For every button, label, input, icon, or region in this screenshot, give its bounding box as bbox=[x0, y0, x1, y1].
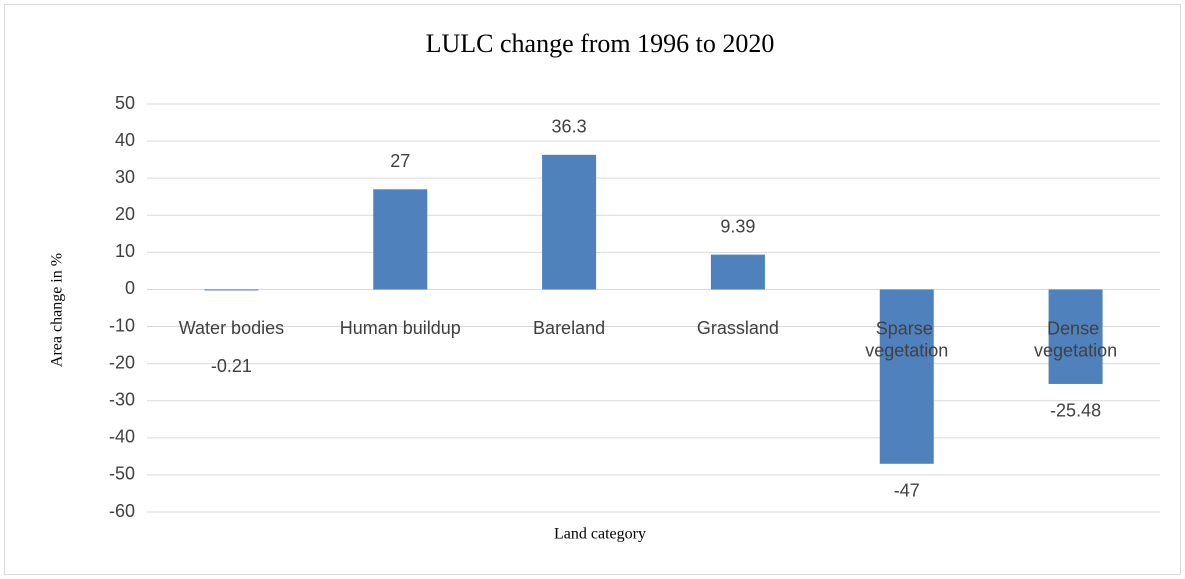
x-tick-label: Bareland bbox=[533, 318, 605, 338]
x-tick-label: Human buildup bbox=[340, 318, 461, 338]
bar bbox=[542, 154, 597, 290]
data-label: -25.48 bbox=[1050, 401, 1101, 421]
y-tick-label: -10 bbox=[109, 315, 135, 335]
y-tick-label: 40 bbox=[115, 130, 135, 150]
y-tick-label: 0 bbox=[125, 278, 135, 298]
y-tick-label: -50 bbox=[109, 464, 135, 484]
x-axis-title: Land category bbox=[554, 526, 646, 543]
y-axis-title: Area change in % bbox=[49, 253, 66, 367]
x-tick-label: Dense vegetation bbox=[1034, 318, 1117, 360]
bar bbox=[204, 289, 259, 291]
x-tick-label: Sparse vegetation bbox=[865, 318, 948, 360]
data-label: -47 bbox=[894, 481, 920, 501]
y-tick-label: -60 bbox=[109, 501, 135, 521]
chart-title: LULC change from 1996 to 2020 bbox=[426, 29, 775, 58]
data-label: 9.39 bbox=[720, 216, 755, 236]
x-tick-label: Water bodies bbox=[179, 318, 284, 338]
bar bbox=[1048, 289, 1103, 384]
bar bbox=[710, 254, 765, 290]
y-tick-label: -20 bbox=[109, 352, 135, 372]
data-label: 36.3 bbox=[552, 117, 587, 137]
bar bbox=[879, 289, 934, 464]
x-tick-label: Grassland bbox=[697, 318, 779, 338]
y-tick-label: -30 bbox=[109, 389, 135, 409]
y-tick-label: 50 bbox=[115, 93, 135, 113]
y-tick-label: 10 bbox=[115, 241, 135, 261]
y-tick-label: -40 bbox=[109, 427, 135, 447]
data-label: -0.21 bbox=[211, 356, 252, 376]
y-tick-label: 30 bbox=[115, 167, 135, 187]
data-label: 27 bbox=[390, 151, 410, 171]
bar bbox=[373, 189, 428, 290]
y-tick-label: 20 bbox=[115, 204, 135, 224]
